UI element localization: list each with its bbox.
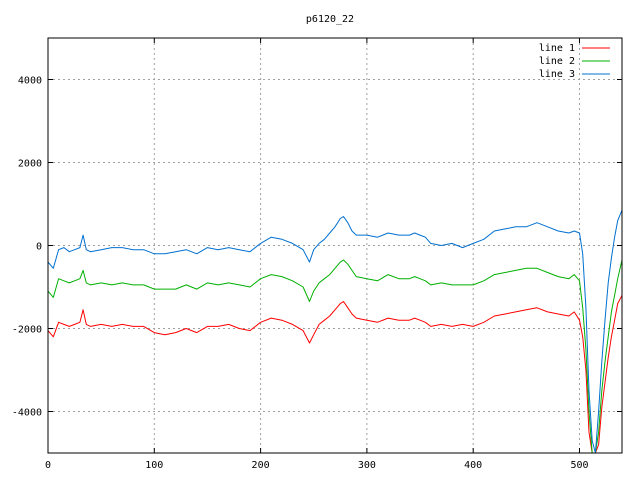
y-tick-label: 0: [36, 242, 42, 253]
x-tick-label: 0: [45, 460, 51, 471]
x-tick-label: 200: [252, 460, 270, 471]
legend-label: line 2: [539, 56, 575, 67]
y-tick-label: 4000: [18, 76, 42, 87]
series-line-3: [47, 210, 623, 454]
y-tick-label: -4000: [12, 408, 42, 419]
series-lines: [47, 210, 623, 454]
chart-title: p6120_22: [306, 14, 354, 25]
legend-label: line 3: [539, 69, 575, 80]
grid: [48, 38, 622, 453]
x-tick-label: 300: [358, 460, 376, 471]
x-tick-label: 500: [570, 460, 588, 471]
legend: line 1 line 2 line 3: [539, 43, 610, 80]
series-line-1: [47, 295, 623, 454]
x-tick-label: 100: [145, 460, 163, 471]
y-tick-label: -2000: [12, 325, 42, 336]
legend-label: line 1: [539, 43, 575, 54]
x-tick-label: 400: [464, 460, 482, 471]
axis-ticks: 0 100 200 300 400 500 -4000 -2000 0 2000 4000: [12, 38, 622, 471]
y-tick-label: 2000: [18, 159, 42, 170]
series-line-2: [47, 259, 623, 454]
